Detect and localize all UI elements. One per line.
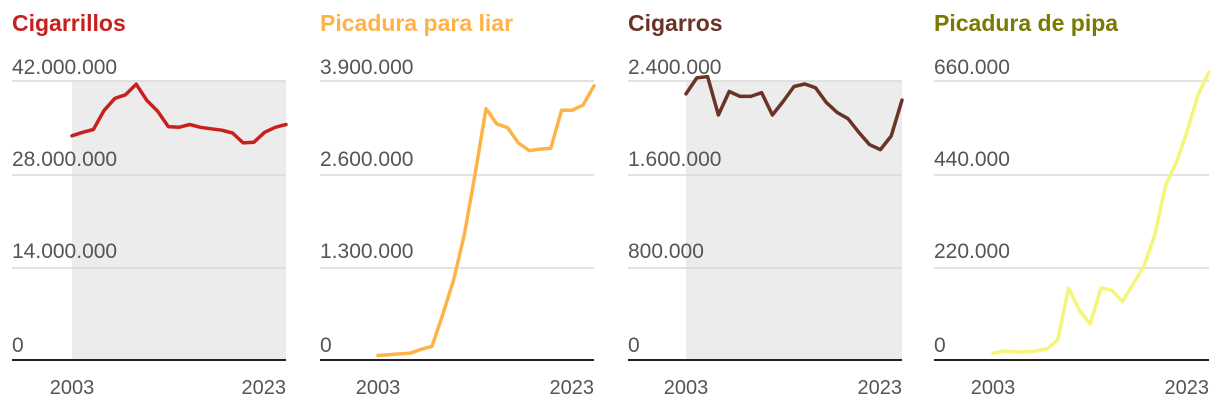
x-tick-label: 2023 — [242, 377, 287, 399]
x-tick-label: 2023 — [1165, 377, 1210, 399]
x-tick-label: 2023 — [858, 377, 903, 399]
panel-title: Picadura para liar — [320, 10, 513, 36]
panel-3: 2.400.000 1.600.000 800.000 0 2003 2023 Cigarr… — [628, 10, 904, 399]
y-tick-label: 800.000 — [628, 240, 704, 263]
y-tick-label: 440.000 — [934, 148, 1010, 171]
y-tick-label: 42.000.000 — [12, 56, 117, 79]
x-tick-label: 2003 — [664, 377, 709, 399]
y-tick-label: 220.000 — [934, 240, 1010, 263]
shaded-region — [72, 81, 286, 360]
y-tick-label: 1.600.000 — [628, 148, 721, 171]
y-tick-label: 3.900.000 — [320, 56, 413, 79]
y-tick-label: 1.300.000 — [320, 240, 413, 263]
series-line — [684, 74, 904, 152]
panel-title: Cigarrillos — [12, 10, 126, 36]
y-tick-label: 0 — [12, 334, 24, 357]
y-tick-label: 660.000 — [934, 56, 1010, 79]
x-tick-label: 2003 — [356, 377, 401, 399]
series-line — [70, 82, 288, 145]
x-tick-label: 2023 — [550, 377, 595, 399]
shaded-region — [686, 81, 902, 360]
panel-2: 3.900.000 2.600.000 1.300.000 0 2003 2023 Pica… — [320, 10, 596, 399]
series-line — [376, 84, 596, 358]
series-line — [991, 70, 1211, 356]
y-tick-label: 28.000.000 — [12, 148, 117, 171]
y-tick-label: 2.600.000 — [320, 148, 413, 171]
x-tick-label: 2003 — [50, 377, 95, 399]
y-tick-label: 0 — [628, 334, 640, 357]
panel-1: 42.000.000 28.000.000 14.000.000 0 2003 2023 C… — [12, 10, 288, 399]
panel-title: Picadura de pipa — [934, 10, 1118, 36]
panel-4: 660.000 440.000 220.000 0 2003 2023 Picadura d… — [934, 10, 1211, 399]
y-tick-label: 0 — [320, 334, 332, 357]
y-tick-label: 2.400.000 — [628, 56, 721, 79]
y-tick-label: 14.000.000 — [12, 240, 117, 263]
y-tick-label: 0 — [934, 334, 946, 357]
panel-title: Cigarros — [628, 10, 723, 36]
x-tick-label: 2003 — [971, 377, 1016, 399]
